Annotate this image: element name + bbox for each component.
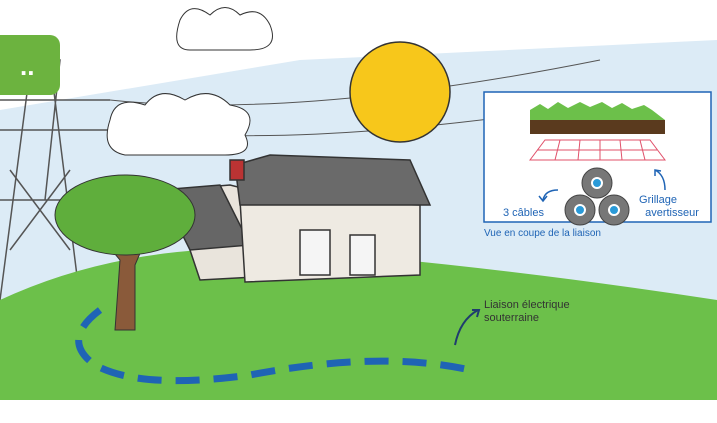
bottom-band xyxy=(0,400,717,423)
mesh-arrow xyxy=(654,169,666,191)
badge xyxy=(0,35,60,95)
tree xyxy=(54,174,196,331)
grillage-label: Grillage avertisseur xyxy=(639,194,699,219)
callout-label: Liaison électrique souterraine xyxy=(484,299,570,324)
house xyxy=(158,154,432,283)
cables-arrow xyxy=(538,189,559,203)
inset-caption: Vue en coupe de la liaison xyxy=(484,228,601,239)
cloud xyxy=(106,93,251,156)
cloud xyxy=(176,7,273,51)
soil-layer xyxy=(530,120,665,134)
warning-mesh xyxy=(529,139,666,161)
sun xyxy=(349,41,451,143)
callout-arrow xyxy=(454,309,481,346)
badge-text: .. xyxy=(20,51,34,81)
hill xyxy=(0,248,717,400)
underground-cable xyxy=(75,307,471,385)
cables xyxy=(564,167,630,226)
cables-label: 3 câbles xyxy=(503,207,544,219)
grass-layer xyxy=(530,102,665,120)
